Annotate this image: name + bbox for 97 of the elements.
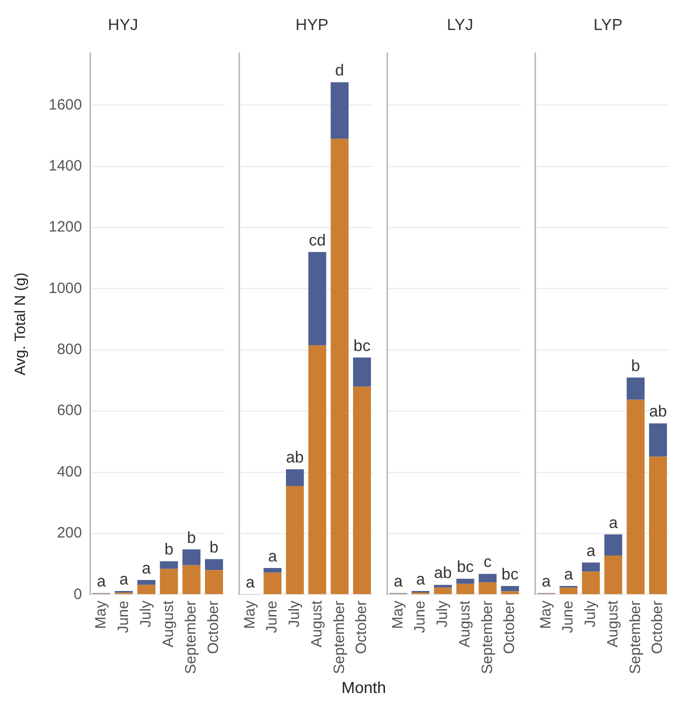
x-tick-label: September	[330, 600, 348, 674]
annotation: a	[542, 574, 551, 591]
bar	[137, 584, 156, 594]
annotation: a	[586, 542, 596, 560]
x-tick-label: October	[205, 600, 222, 654]
x-tick-label: August	[160, 600, 178, 648]
bar	[182, 549, 200, 566]
bar	[501, 586, 519, 592]
annotation: ab	[434, 565, 452, 582]
x-tick-label: October	[501, 600, 518, 654]
x-tick-label: September	[182, 600, 200, 674]
bar	[456, 578, 474, 584]
x-tick-label: August	[456, 600, 474, 648]
bar	[264, 568, 282, 573]
annotation: ab	[649, 404, 667, 421]
bar	[330, 82, 349, 139]
y-tick-label: 0	[74, 586, 82, 603]
bar	[286, 486, 304, 594]
bar	[308, 252, 326, 346]
x-tick-label: May	[537, 600, 554, 629]
x-tick-label: July	[138, 600, 155, 628]
annotation: a	[268, 548, 278, 566]
bar	[582, 562, 600, 572]
x-tick-label: May	[241, 600, 258, 629]
bar	[604, 555, 622, 594]
bar	[137, 580, 156, 585]
annotation: a	[608, 514, 618, 532]
annotation: d	[335, 62, 344, 80]
bar	[478, 582, 497, 594]
x-tick-label: May	[92, 600, 110, 629]
annotation: b	[187, 530, 196, 547]
annotation: cd	[308, 232, 326, 250]
y-tick-label: 1200	[48, 218, 82, 236]
x-tick-label: September	[478, 600, 496, 674]
annotation: b	[210, 540, 219, 557]
bar	[478, 574, 497, 582]
annotation: b	[164, 542, 174, 559]
bar	[286, 469, 304, 486]
annotation: a	[96, 574, 106, 591]
bar	[626, 400, 645, 594]
chart-title: HYJ	[108, 17, 138, 34]
y-tick-label: 1000	[48, 280, 82, 297]
bar	[626, 377, 645, 400]
bar	[604, 534, 622, 556]
x-tick-label: July	[434, 600, 452, 628]
x-axis-title: Month	[342, 680, 386, 697]
bar	[264, 572, 282, 594]
annotation: bc	[502, 566, 518, 584]
bar	[434, 588, 452, 594]
x-tick-label: June	[560, 600, 577, 634]
x-tick-label: June	[412, 600, 429, 634]
annotation: a	[564, 566, 574, 584]
x-tick-label: August	[604, 600, 622, 648]
annotation: a	[394, 574, 403, 591]
x-tick-label: July	[582, 600, 600, 628]
chart-title: LYJ	[446, 17, 474, 34]
y-tick-label: 400	[56, 463, 82, 480]
annotation: a	[246, 574, 255, 592]
bar	[456, 584, 474, 594]
bar	[353, 358, 371, 387]
x-tick-label: July	[286, 600, 304, 628]
bar	[160, 561, 178, 569]
annotation: c	[484, 554, 492, 572]
x-tick-label: May	[389, 600, 406, 629]
x-tick-label: October	[353, 600, 370, 654]
y-tick-label: 1400	[48, 158, 82, 175]
x-tick-label: June	[264, 600, 281, 634]
bar	[434, 584, 452, 588]
bar	[582, 572, 600, 594]
annotation: ab	[286, 450, 304, 467]
bar	[330, 138, 349, 594]
bar	[649, 456, 667, 594]
y-tick-label: 1600	[48, 96, 82, 114]
x-tick-label: June	[114, 600, 132, 634]
x-tick-label: August	[308, 600, 326, 648]
y-tick-label: 800	[56, 341, 82, 358]
x-tick-label: October	[649, 600, 666, 654]
annotation: a	[142, 560, 151, 578]
chart-title: LYP	[593, 17, 623, 34]
bar	[204, 559, 224, 570]
annotation: b	[631, 358, 640, 375]
annotation: a	[119, 571, 128, 588]
bar	[649, 423, 667, 457]
bar	[353, 386, 371, 594]
bar	[182, 565, 200, 594]
bar	[204, 570, 224, 594]
y-tick-label: 600	[56, 402, 82, 420]
y-tick-label: 200	[56, 524, 82, 542]
annotation: a	[416, 571, 426, 588]
bar	[308, 345, 326, 594]
x-tick-label: September	[626, 600, 644, 674]
y-axis-title: Avg. Total N (g)	[12, 272, 30, 376]
annotation: bc	[456, 559, 474, 576]
chart-title: HYP	[296, 17, 328, 34]
bar	[160, 568, 178, 594]
bar	[560, 588, 578, 594]
annotation: bc	[354, 338, 370, 355]
